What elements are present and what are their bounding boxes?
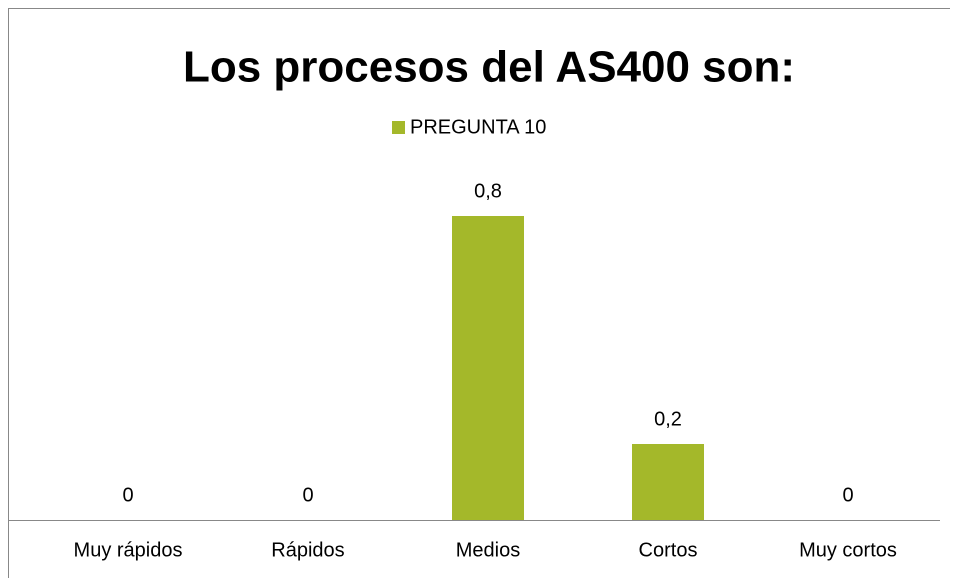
data-label: 0 (842, 484, 853, 506)
chart-border (8, 8, 950, 578)
chart-title: Los procesos del AS400 son: (183, 43, 795, 92)
data-label: 0,2 (654, 408, 682, 430)
legend-label: PREGUNTA 10 (410, 116, 546, 138)
data-label: 0 (122, 484, 133, 506)
x-tick-label: Rápidos (271, 539, 344, 561)
bar (452, 216, 524, 520)
data-label: 0 (302, 484, 313, 506)
legend-swatch (392, 121, 405, 134)
bar (632, 444, 704, 520)
x-tick-label: Muy rápidos (74, 539, 183, 561)
x-tick-label: Cortos (639, 539, 698, 561)
x-tick-label: Medios (456, 539, 520, 561)
x-tick-label: Muy cortos (799, 539, 897, 561)
data-label: 0,8 (474, 180, 502, 202)
